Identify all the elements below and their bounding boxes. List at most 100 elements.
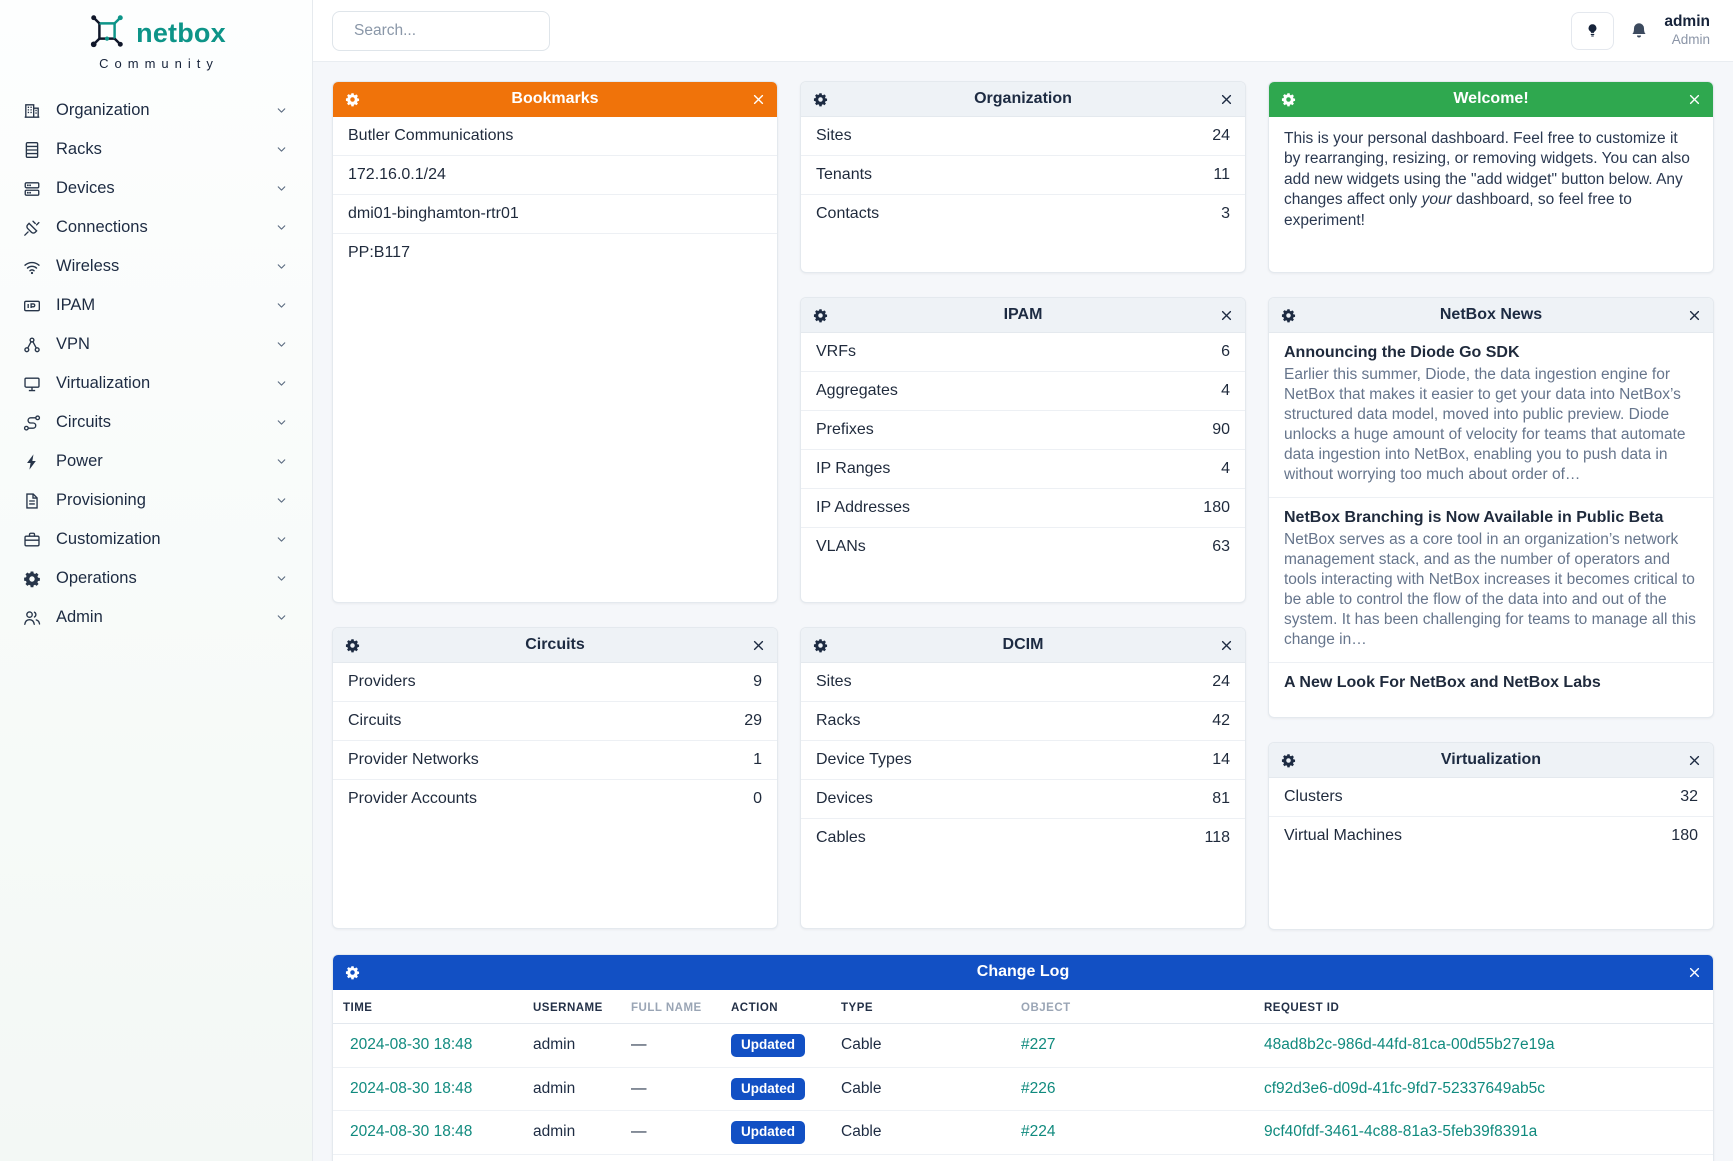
stat-label[interactable]: Sites — [816, 127, 852, 144]
sidebar-item-racks[interactable]: Racks — [0, 130, 312, 169]
stat-label[interactable]: Clusters — [1284, 788, 1343, 805]
bookmark-item[interactable]: 172.16.0.1/24 — [333, 156, 777, 195]
close-icon[interactable] — [752, 639, 765, 652]
stat-label[interactable]: Device Types — [816, 751, 912, 768]
gear-icon[interactable] — [813, 308, 828, 323]
request-id-link[interactable]: 9cf40fdf-3461-4c88-81a3-5feb39f8391a — [1264, 1123, 1538, 1141]
gear-icon[interactable] — [813, 638, 828, 653]
stat-label[interactable]: Devices — [816, 790, 873, 807]
stat-value[interactable]: 9 — [753, 673, 762, 690]
stat-value[interactable]: 81 — [1212, 790, 1230, 807]
news-headline[interactable]: NetBox Branching is Now Available in Pub… — [1284, 508, 1664, 526]
stat-label[interactable]: Prefixes — [816, 421, 874, 438]
close-icon[interactable] — [752, 93, 765, 106]
bookmark-label[interactable]: dmi01-binghamton-rtr01 — [348, 205, 519, 222]
column-header[interactable]: FULL NAME — [621, 990, 721, 1024]
close-icon[interactable] — [1220, 639, 1233, 652]
close-icon[interactable] — [1688, 966, 1701, 979]
stat-value[interactable]: 42 — [1212, 712, 1230, 729]
column-header[interactable]: ACTION — [721, 990, 831, 1024]
close-icon[interactable] — [1220, 309, 1233, 322]
notifications-bell-icon[interactable] — [1629, 21, 1649, 41]
stat-label[interactable]: Tenants — [816, 166, 873, 183]
news-headline[interactable]: A New Look For NetBox and NetBox Labs — [1284, 673, 1601, 691]
sidebar-item-devices[interactable]: Devices — [0, 169, 312, 208]
stat-value[interactable]: 1 — [753, 751, 762, 768]
stat-label[interactable]: Provider Accounts — [348, 790, 477, 807]
gear-icon[interactable] — [345, 965, 360, 980]
sidebar-item-vpn[interactable]: VPN — [0, 325, 312, 364]
column-header[interactable]: USERNAME — [523, 990, 621, 1024]
column-header[interactable]: TYPE — [831, 990, 1011, 1024]
stat-label[interactable]: Virtual Machines — [1284, 827, 1402, 844]
sidebar-item-wireless[interactable]: Wireless — [0, 247, 312, 286]
column-header[interactable]: TIME — [333, 990, 523, 1024]
stat-value[interactable]: 24 — [1212, 673, 1230, 690]
sidebar-item-connections[interactable]: Connections — [0, 208, 312, 247]
stat-value[interactable]: 3 — [1221, 205, 1230, 222]
gear-icon[interactable] — [345, 638, 360, 653]
sidebar-item-organization[interactable]: Organization — [0, 91, 312, 130]
bookmark-item[interactable]: PP:B117 — [333, 234, 777, 272]
gear-icon[interactable] — [1281, 308, 1296, 323]
stat-label[interactable]: VRFs — [816, 343, 856, 360]
stat-value[interactable]: 6 — [1221, 343, 1230, 360]
stat-value[interactable]: 32 — [1680, 788, 1698, 805]
close-icon[interactable] — [1688, 309, 1701, 322]
sidebar-item-virtualization[interactable]: Virtualization — [0, 364, 312, 403]
stat-label[interactable]: IP Addresses — [816, 499, 910, 516]
stat-value[interactable]: 0 — [753, 790, 762, 807]
close-icon[interactable] — [1688, 93, 1701, 106]
sidebar-item-customization[interactable]: Customization — [0, 520, 312, 559]
bookmark-label[interactable]: 172.16.0.1/24 — [348, 166, 446, 183]
stat-label[interactable]: IP Ranges — [816, 460, 891, 477]
bookmark-item[interactable]: dmi01-binghamton-rtr01 — [333, 195, 777, 234]
bookmark-label[interactable]: Butler Communications — [348, 127, 514, 144]
stat-label[interactable]: Sites — [816, 673, 852, 690]
theme-toggle-button[interactable] — [1571, 11, 1615, 50]
request-id-link[interactable]: 48ad8b2c-986d-44fd-81ca-00d55b27e19a — [1264, 1036, 1555, 1054]
close-icon[interactable] — [1688, 754, 1701, 767]
sidebar-item-operations[interactable]: Operations — [0, 559, 312, 598]
bookmark-item[interactable]: Butler Communications — [333, 117, 777, 156]
gear-icon[interactable] — [1281, 753, 1296, 768]
stat-label[interactable]: Providers — [348, 673, 416, 690]
sidebar-item-ipam[interactable]: IPAM — [0, 286, 312, 325]
object-link[interactable]: #226 — [1021, 1079, 1056, 1097]
user-menu[interactable]: admin Admin — [1664, 13, 1710, 47]
sidebar-item-provisioning[interactable]: Provisioning — [0, 481, 312, 520]
stat-value[interactable]: 29 — [744, 712, 762, 729]
stat-value[interactable]: 180 — [1671, 827, 1698, 844]
netbox-logo[interactable]: netbox Community — [0, 0, 312, 75]
stat-value[interactable]: 90 — [1212, 421, 1230, 438]
stat-label[interactable]: Contacts — [816, 205, 880, 222]
gear-icon[interactable] — [345, 92, 360, 107]
stat-label[interactable]: Cables — [816, 829, 866, 846]
request-id-link[interactable]: cf92d3e6-d09d-41fc-9fd7-52337649ab5c — [1264, 1079, 1545, 1097]
stat-value[interactable]: 11 — [1213, 166, 1230, 183]
search-input[interactable] — [354, 21, 554, 40]
stat-value[interactable]: 118 — [1204, 829, 1230, 846]
stat-label[interactable]: Provider Networks — [348, 751, 479, 768]
column-header[interactable]: OBJECT — [1011, 990, 1254, 1024]
gear-icon[interactable] — [1281, 92, 1296, 107]
stat-label[interactable]: Racks — [816, 712, 861, 729]
object-link[interactable]: #224 — [1021, 1123, 1056, 1141]
time-link[interactable]: 2024-08-30 18:48 — [350, 1079, 473, 1097]
stat-value[interactable]: 14 — [1212, 751, 1230, 768]
bookmark-label[interactable]: PP:B117 — [348, 244, 410, 261]
sidebar-item-circuits[interactable]: Circuits — [0, 403, 312, 442]
stat-value[interactable]: 63 — [1212, 538, 1230, 555]
time-link[interactable]: 2024-08-30 18:48 — [350, 1123, 473, 1141]
stat-label[interactable]: VLANs — [816, 538, 866, 555]
stat-label[interactable]: Aggregates — [816, 382, 898, 399]
time-link[interactable]: 2024-08-30 18:48 — [350, 1036, 473, 1054]
search-box[interactable] — [332, 10, 554, 51]
sidebar-item-admin[interactable]: Admin — [0, 598, 312, 637]
stat-value[interactable]: 24 — [1212, 127, 1230, 144]
object-link[interactable]: #227 — [1021, 1036, 1056, 1054]
stat-value[interactable]: 4 — [1221, 382, 1230, 399]
close-icon[interactable] — [1220, 93, 1233, 106]
stat-label[interactable]: Circuits — [348, 712, 402, 729]
stat-value[interactable]: 4 — [1221, 460, 1230, 477]
